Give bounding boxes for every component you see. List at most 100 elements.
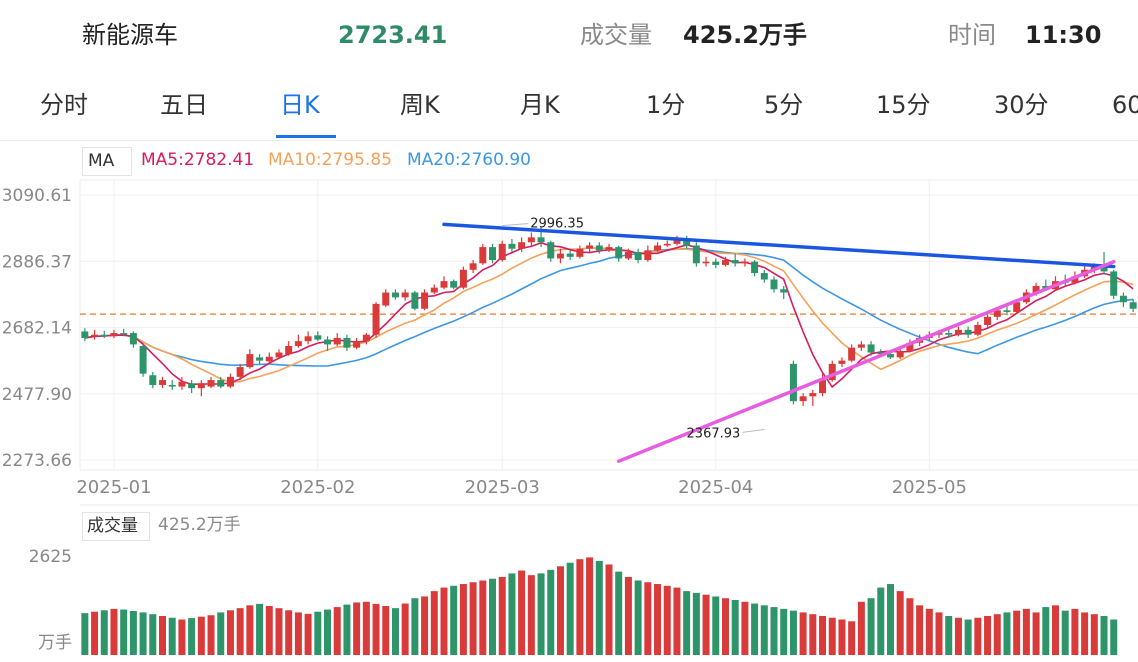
candle <box>1119 295 1127 303</box>
volume-bar <box>236 608 244 655</box>
volume-bar <box>207 615 215 655</box>
volume-bar <box>120 609 128 655</box>
volume-bar <box>595 560 603 655</box>
volume-bar <box>721 598 729 655</box>
candle <box>1129 302 1137 309</box>
tab-60min[interactable]: 60分 <box>1112 91 1138 119</box>
volume-bar <box>256 603 264 655</box>
candle <box>886 354 894 358</box>
tab-30min[interactable]: 30分 <box>994 91 1049 119</box>
candle <box>605 247 613 251</box>
tab-1min[interactable]: 1分 <box>646 91 686 119</box>
volume-bar <box>459 584 467 655</box>
volume-bar <box>217 612 225 655</box>
volume-bar <box>391 608 399 655</box>
candle <box>586 245 594 249</box>
volume-bar <box>683 591 691 655</box>
volume-bar <box>149 614 157 655</box>
candle <box>362 334 370 342</box>
candle <box>188 383 196 389</box>
candle <box>440 281 448 288</box>
volume-bar <box>906 598 914 655</box>
candle <box>1110 271 1118 296</box>
ma20-legend: MA20:2760.90 <box>407 150 531 170</box>
volume-bar <box>935 612 943 655</box>
candle <box>197 383 205 389</box>
candle <box>692 245 700 264</box>
volume-bar <box>770 607 778 655</box>
tab-15min[interactable]: 15分 <box>876 91 931 119</box>
volume-bar <box>372 603 380 655</box>
volume-bar <box>1061 610 1069 655</box>
candle <box>556 253 564 259</box>
volume-bar <box>1110 619 1118 655</box>
candle <box>353 341 361 348</box>
candle <box>159 380 166 385</box>
volume-bar <box>450 585 458 655</box>
volume-bar <box>343 604 351 655</box>
volume-indicator-selector[interactable]: 成交量 <box>82 512 150 541</box>
volume-bar <box>518 570 526 655</box>
candle <box>760 273 768 280</box>
volume-bar <box>430 591 438 655</box>
volume-bar <box>838 619 846 655</box>
candle <box>469 263 477 270</box>
candle <box>401 292 409 298</box>
candle <box>945 333 953 335</box>
candle <box>304 336 312 342</box>
candle <box>372 303 380 335</box>
volume-bar <box>848 621 856 655</box>
ma10-legend: MA10:2795.85 <box>268 150 392 170</box>
indicator-name: MA <box>88 151 115 171</box>
tab-5min[interactable]: 5分 <box>764 91 804 119</box>
volume-bar <box>741 601 749 655</box>
volume-bar <box>615 571 623 655</box>
volume-bar <box>226 610 234 655</box>
candle <box>819 380 827 394</box>
candle <box>110 333 118 337</box>
tab-weekly-k[interactable]: 周K <box>400 91 440 119</box>
tab-intraday[interactable]: 分时 <box>40 91 88 119</box>
tab-five-day[interactable]: 五日 <box>160 91 208 119</box>
candle <box>129 333 137 345</box>
volume-bar <box>586 557 594 655</box>
candle <box>459 269 467 288</box>
volume-bar <box>110 608 118 655</box>
volume-bar <box>81 613 89 655</box>
volume-bar <box>294 612 302 655</box>
volume-bar <box>760 605 768 655</box>
active-tab-indicator <box>276 135 336 138</box>
volume-bar <box>547 569 555 655</box>
tab-daily-k[interactable]: 日K <box>280 91 320 119</box>
volume-bar <box>916 605 924 655</box>
candle <box>828 363 836 381</box>
volume-bar <box>654 584 662 655</box>
volume-axis-max-label: 2625 <box>29 547 72 567</box>
candle <box>615 247 623 259</box>
volume-bar <box>411 598 419 655</box>
volume-bar <box>91 611 99 655</box>
indicator-selector[interactable]: MA <box>82 147 132 176</box>
support-trend-line <box>616 259 1116 463</box>
candle <box>333 337 341 345</box>
time-label: 时间 <box>948 21 996 49</box>
volume-bar <box>945 615 953 655</box>
min-price-label: 2367.93 <box>687 426 741 441</box>
candle <box>430 287 438 293</box>
volume-bar <box>1042 607 1050 655</box>
volume-bar <box>197 616 205 655</box>
candle <box>207 380 215 387</box>
volume-bar <box>1013 610 1021 655</box>
candle <box>566 253 574 257</box>
volume-bar <box>1081 612 1089 655</box>
volume-bar <box>1090 614 1098 655</box>
volume-bar <box>246 605 254 655</box>
max-price-label: 2996.35 <box>530 217 584 232</box>
candle <box>168 384 176 387</box>
tab-monthly-k[interactable]: 月K <box>520 91 560 119</box>
candle <box>217 380 225 387</box>
candle <box>178 381 186 387</box>
ma20-line <box>84 247 1134 367</box>
volume-bar <box>100 610 108 655</box>
